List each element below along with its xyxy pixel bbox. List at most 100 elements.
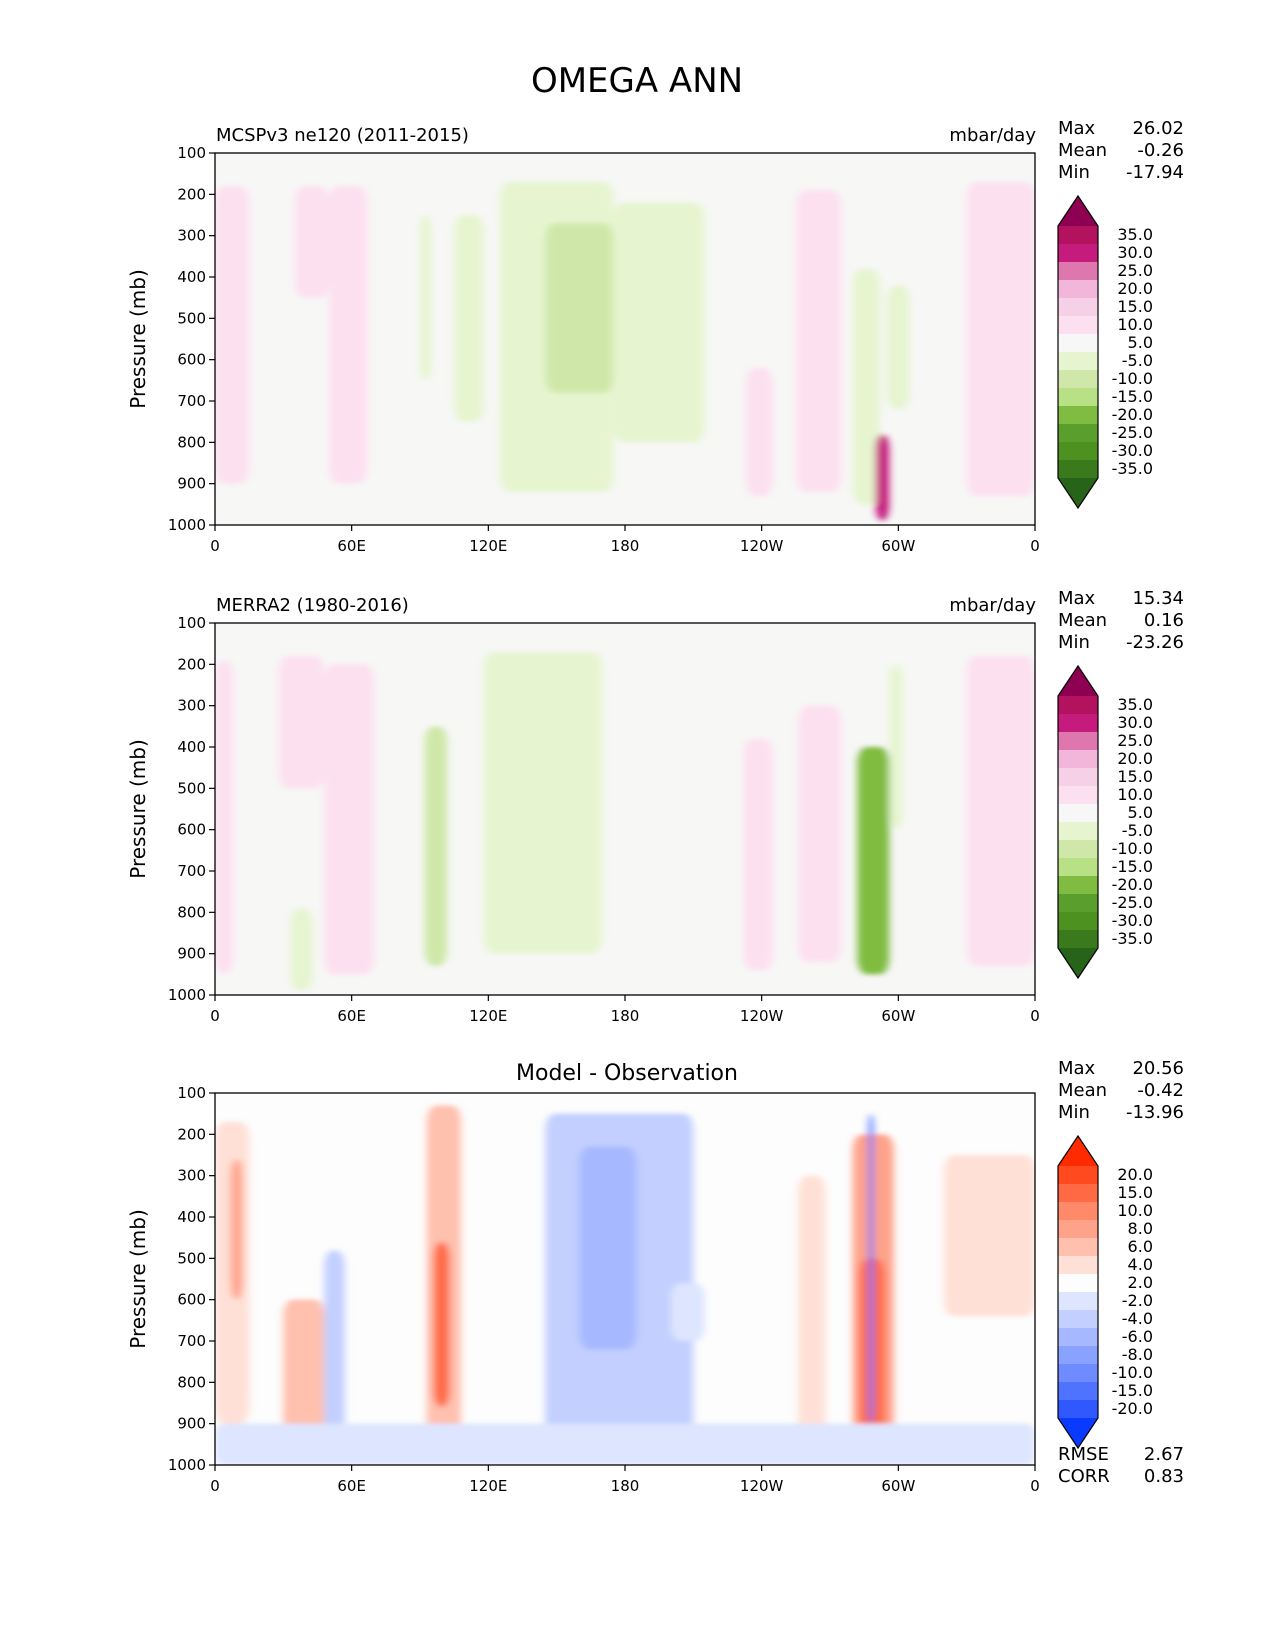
colorbar-label: -35.0 — [1112, 929, 1153, 948]
colorbar-label: -10.0 — [1112, 369, 1153, 388]
y-tick-label: 200 — [177, 185, 206, 203]
contour-region — [454, 215, 484, 422]
colorbar-segment — [1058, 930, 1098, 949]
panel-left-title: MCSPv3 ne120 (2011-2015) — [216, 125, 469, 146]
contour-region — [424, 726, 448, 967]
colorbar-label: 15.0 — [1117, 767, 1153, 786]
x-tick-label: 120E — [469, 537, 507, 555]
y-tick-label: 1000 — [168, 1456, 206, 1474]
y-tick-label: 100 — [177, 614, 206, 632]
colorbar-extend-bottom — [1058, 478, 1098, 508]
colorbar-segment — [1058, 424, 1098, 443]
contour-region — [795, 190, 842, 492]
contour-region — [966, 181, 1035, 497]
colorbar-segment — [1058, 298, 1098, 317]
stat-label: Min — [1058, 162, 1090, 183]
y-tick-label: 500 — [177, 779, 206, 797]
y-axis-label: Pressure (mb) — [126, 269, 150, 409]
stat-value: 20.56 — [1132, 1058, 1184, 1079]
colorbar-label: 4.0 — [1128, 1255, 1153, 1274]
colorbar-label: 8.0 — [1128, 1219, 1153, 1238]
contour-region — [324, 664, 375, 975]
colorbar-segment — [1058, 316, 1098, 335]
stat-label: CORR — [1058, 1466, 1110, 1487]
colorbar-segment — [1058, 1364, 1098, 1383]
contour-region — [868, 1113, 874, 1424]
colorbar-segment — [1058, 226, 1098, 245]
stat-value: 0.16 — [1144, 610, 1184, 631]
colorbar-segment — [1058, 696, 1098, 715]
x-tick-label: 180 — [611, 537, 640, 555]
stat-value: 15.34 — [1132, 588, 1184, 609]
contour-region — [328, 186, 368, 484]
plot-area — [215, 623, 1035, 995]
colorbar-segment — [1058, 876, 1098, 895]
colorbar-segment — [1058, 822, 1098, 841]
x-tick-label: 0 — [210, 1477, 220, 1495]
colorbar-segment — [1058, 334, 1098, 353]
colorbar-segment — [1058, 858, 1098, 877]
colorbar-label: 20.0 — [1117, 279, 1153, 298]
colorbar-label: -30.0 — [1112, 441, 1153, 460]
colorbar-label: 15.0 — [1117, 297, 1153, 316]
colorbar-label: 10.0 — [1117, 315, 1153, 334]
colorbar-label: 2.0 — [1128, 1273, 1153, 1292]
colorbar-label: -25.0 — [1112, 423, 1153, 442]
colorbar-extend-top — [1058, 666, 1098, 696]
figure-title: OMEGA ANN — [531, 61, 743, 101]
colorbar-segment — [1058, 786, 1098, 805]
stat-label: Mean — [1058, 610, 1107, 631]
colorbar-label: -30.0 — [1112, 911, 1153, 930]
contour-region — [745, 367, 774, 497]
y-tick-label: 200 — [177, 655, 206, 673]
colorbar-segment — [1058, 352, 1098, 371]
y-tick-label: 600 — [177, 1291, 206, 1309]
x-tick-label: 60W — [881, 1477, 915, 1495]
panel-diff: 100 200 300 400 500 600 700 800 900 1000 0 60E 120E… — [126, 1058, 1184, 1495]
panel-center-title: Model - Observation — [516, 1061, 738, 1086]
colorbar-segment — [1058, 1220, 1098, 1239]
colorbar-segment — [1058, 804, 1098, 823]
x-tick-label: 120E — [469, 1007, 507, 1025]
colorbar-label: 35.0 — [1117, 225, 1153, 244]
colorbar-label: -8.0 — [1122, 1345, 1153, 1364]
panel-units: mbar/day — [949, 125, 1036, 146]
colorbar-label: -10.0 — [1112, 1363, 1153, 1382]
contour-region — [798, 705, 842, 962]
panel-left-title: MERRA2 (1980-2016) — [216, 595, 409, 616]
y-tick-label: 1000 — [168, 986, 206, 1004]
colorbar-segment — [1058, 1256, 1098, 1275]
y-tick-label: 500 — [177, 309, 206, 327]
y-tick-label: 800 — [177, 903, 206, 921]
x-tick-label: 180 — [611, 1477, 640, 1495]
colorbar-label: 10.0 — [1117, 785, 1153, 804]
colorbar-segment — [1058, 714, 1098, 733]
colorbar-label: 25.0 — [1117, 731, 1153, 750]
colorbar-label: 25.0 — [1117, 261, 1153, 280]
colorbar-segment — [1058, 732, 1098, 751]
contour-region — [230, 1159, 243, 1300]
colorbar-label: -10.0 — [1112, 839, 1153, 858]
y-tick-label: 600 — [177, 351, 206, 369]
y-tick-label: 400 — [177, 268, 206, 286]
colorbar-segment — [1058, 1292, 1098, 1311]
colorbar-segment — [1058, 388, 1098, 407]
y-tick-label: 800 — [177, 433, 206, 451]
contour-region — [857, 747, 890, 975]
stat-value: 0.83 — [1144, 1466, 1184, 1487]
contour-region — [215, 186, 250, 484]
colorbar-label: -4.0 — [1122, 1309, 1153, 1328]
x-tick-label: 120W — [740, 1007, 784, 1025]
contour-region — [743, 738, 774, 971]
colorbar-label: 5.0 — [1128, 333, 1153, 352]
y-tick-label: 1000 — [168, 516, 206, 534]
y-tick-label: 100 — [177, 1084, 206, 1102]
contour-region — [483, 651, 603, 954]
y-tick-label: 300 — [177, 227, 206, 245]
contour-region — [545, 223, 614, 393]
contour-region — [420, 215, 432, 381]
y-tick-label: 200 — [177, 1125, 206, 1143]
x-tick-label: 60E — [337, 1477, 366, 1495]
colorbar-label: -20.0 — [1112, 405, 1153, 424]
colorbar-segment — [1058, 912, 1098, 931]
